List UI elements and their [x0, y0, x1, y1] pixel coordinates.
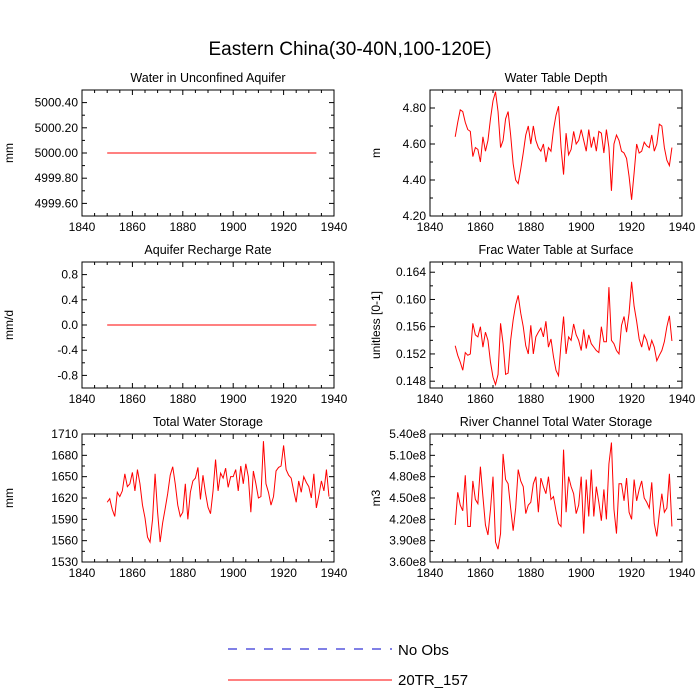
y-tick-label: 0.164: [396, 265, 426, 279]
y-tick-label: 5000.00: [35, 146, 79, 160]
x-tick-label: 1840: [69, 392, 96, 406]
x-tick-label: 1840: [417, 392, 444, 406]
x-tick-label: 1880: [517, 220, 544, 234]
x-tick-label: 1880: [517, 566, 544, 580]
x-tick-label: 1900: [220, 392, 247, 406]
x-tick-label: 1860: [119, 566, 146, 580]
x-tick-label: 1900: [568, 220, 595, 234]
y-tick-label: 1590: [51, 512, 78, 526]
x-tick-label: 1940: [321, 220, 348, 234]
x-tick-label: 1940: [321, 566, 348, 580]
x-tick-label: 1940: [669, 392, 696, 406]
y-tick-label: -0.8: [57, 368, 78, 382]
y-tick-label: 0.4: [61, 293, 78, 307]
panel-title: Water in Unconfined Aquifer: [130, 71, 285, 85]
panel-title: Total Water Storage: [153, 415, 263, 429]
figure-title: Eastern China(30-40N,100-120E): [208, 39, 491, 60]
x-tick-label: 1840: [417, 220, 444, 234]
y-tick-label: 4.50e8: [389, 491, 426, 505]
y-tick-label: 5000.20: [35, 121, 79, 135]
x-tick-label: 1920: [270, 220, 297, 234]
panel-title: Water Table Depth: [505, 71, 608, 85]
y-tick-label: 4.40: [403, 173, 427, 187]
x-tick-label: 1880: [169, 392, 196, 406]
x-tick-label: 1860: [467, 392, 494, 406]
y-tick-label: 1680: [51, 448, 78, 462]
y-tick-label: 5000.40: [35, 96, 79, 110]
panel-title: Frac Water Table at Surface: [479, 243, 634, 257]
chart-panel-1: Water in Unconfined Aquifer mm 1840 1860 188…: [2, 71, 348, 234]
y-tick-label: 0.152: [396, 347, 426, 361]
x-tick-label: 1920: [270, 392, 297, 406]
legend-no-obs-label: No Obs: [398, 642, 449, 659]
x-tick-label: 1920: [618, 392, 645, 406]
chart-panel-2: Water Table Depth m 1840 1860 1880 1900 1920 19…: [369, 71, 696, 234]
y-tick-label: 1530: [51, 555, 78, 569]
panel-title: River Channel Total Water Storage: [460, 415, 653, 429]
x-tick-label: 1940: [669, 220, 696, 234]
x-tick-label: 1860: [119, 392, 146, 406]
y-tick-label: 5.40e8: [389, 427, 426, 441]
y-axis-label: m3: [369, 489, 383, 506]
y-axis-label: mm/d: [2, 310, 16, 340]
chart-panel-4: Frac Water Table at Surface unitless [0-1…: [369, 243, 696, 406]
y-tick-label: 0.8: [61, 268, 78, 282]
x-tick-label: 1840: [69, 220, 96, 234]
x-tick-label: 1900: [568, 392, 595, 406]
series-line-20tr-157: [106, 441, 330, 544]
y-tick-label: 1650: [51, 470, 78, 484]
y-tick-label: 0.160: [396, 292, 426, 306]
y-tick-label: 3.90e8: [389, 534, 426, 548]
y-tick-label: 4999.80: [35, 171, 79, 185]
x-tick-label: 1940: [669, 566, 696, 580]
chart-panel-6: River Channel Total Water Storage m3 1840 1…: [369, 415, 696, 580]
chart-panel-3: Aquifer Recharge Rate mm/d 1840 1860 1880 190…: [2, 243, 348, 406]
y-tick-label: 0.156: [396, 320, 426, 334]
x-tick-label: 1920: [618, 220, 645, 234]
x-tick-label: 1860: [467, 220, 494, 234]
x-tick-label: 1900: [220, 220, 247, 234]
x-tick-label: 1920: [270, 566, 297, 580]
y-tick-label: -0.4: [57, 343, 78, 357]
x-tick-label: 1880: [169, 220, 196, 234]
chart-panel-5: Total Water Storage mm 1840 1860 1880 1900 192…: [2, 415, 348, 580]
x-tick-label: 1840: [69, 566, 96, 580]
y-tick-label: 1560: [51, 534, 78, 548]
plot-frame: [81, 433, 335, 563]
x-tick-label: 1860: [467, 566, 494, 580]
y-tick-label: 4.80: [403, 101, 427, 115]
x-tick-label: 1880: [169, 566, 196, 580]
y-tick-label: 4.20: [403, 209, 427, 223]
series-line-20tr-157: [454, 442, 673, 550]
y-axis-label: mm: [2, 143, 16, 163]
series-line-20tr-157: [454, 281, 673, 387]
x-tick-label: 1920: [618, 566, 645, 580]
y-axis-label: m: [369, 148, 383, 158]
y-tick-label: 4.60: [403, 137, 427, 151]
y-tick-label: 4999.60: [35, 196, 79, 210]
y-tick-label: 3.60e8: [389, 555, 426, 569]
x-tick-label: 1900: [220, 566, 247, 580]
y-tick-label: 0.148: [396, 374, 426, 388]
y-tick-label: 4.80e8: [389, 470, 426, 484]
x-tick-label: 1860: [119, 220, 146, 234]
plot-frame: [429, 89, 683, 217]
y-axis-label: mm: [2, 488, 16, 508]
series-line-20tr-157: [454, 91, 673, 200]
legend-20tr-157-label: 20TR_157: [398, 672, 468, 689]
y-tick-label: 1710: [51, 427, 78, 441]
x-tick-label: 1940: [321, 392, 348, 406]
y-tick-label: 0.0: [61, 318, 78, 332]
y-tick-label: 5.10e8: [389, 448, 426, 462]
legend: No Obs 20TR_157: [228, 642, 468, 689]
x-tick-label: 1840: [417, 566, 444, 580]
y-tick-label: 4.20e8: [389, 512, 426, 526]
x-tick-label: 1880: [517, 392, 544, 406]
y-axis-label: unitless [0-1]: [369, 291, 383, 359]
panel-title: Aquifer Recharge Rate: [144, 243, 271, 257]
x-tick-label: 1900: [568, 566, 595, 580]
y-tick-label: 1620: [51, 491, 78, 505]
